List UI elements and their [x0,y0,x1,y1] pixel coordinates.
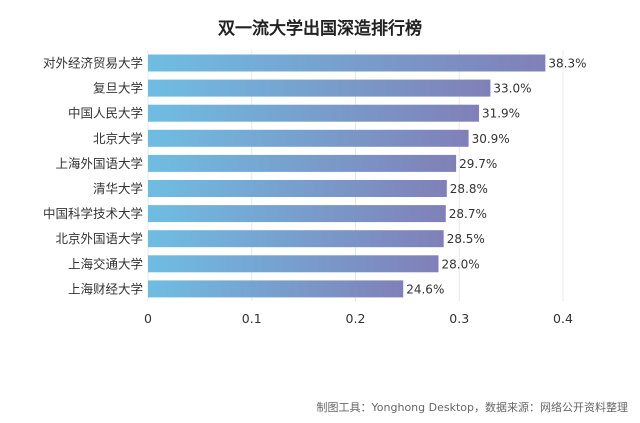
category-label: 对外经济贸易大学 [43,56,143,71]
bars [148,54,546,298]
value-label: 30.9% [472,132,510,146]
category-label: 上海财经大学 [68,281,143,296]
x-tick-label: 0 [144,311,152,326]
category-label: 北京外国语大学 [55,231,143,246]
category-label: 中国科学技术大学 [43,206,143,221]
source-note: 制图工具：Yonghong Desktop，数据来源：网络公开资料整理 [316,401,628,414]
category-label: 复旦大学 [93,81,143,96]
bar [148,280,404,298]
category-label: 北京大学 [93,131,143,146]
value-label: 28.5% [447,232,485,246]
bar [148,79,491,97]
value-label: 24.6% [406,282,444,296]
category-label: 中国人民大学 [68,106,143,121]
bar [148,104,479,122]
category-label: 清华大学 [93,181,143,196]
value-label: 29.7% [459,157,497,171]
x-tick-label: 0.4 [553,311,573,326]
category-label: 上海交通大学 [68,256,143,271]
bar [148,129,469,147]
x-tick-label: 0.3 [449,311,469,326]
value-label: 28.7% [449,207,487,221]
bar [148,230,444,248]
labels: 0 0.1 0.2 0.3 0.4 对外经济贸易大学 38.3% 复旦大学 33.0% 中国人民大… [43,56,587,327]
bar [148,255,439,273]
value-label: 33.0% [493,82,531,96]
value-label: 31.9% [482,107,520,121]
x-tick-label: 0.2 [346,311,366,326]
value-label: 38.3% [548,57,586,71]
category-label: 上海外国语大学 [55,156,143,171]
value-label: 28.8% [450,182,488,196]
x-tick-label: 0.1 [242,311,262,326]
value-label: 28.0% [442,257,480,271]
bar [148,180,447,197]
chart-title: 双一流大学出国深造排行榜 [218,19,422,39]
bar [148,154,457,172]
bar [148,54,546,72]
bar [148,205,446,223]
